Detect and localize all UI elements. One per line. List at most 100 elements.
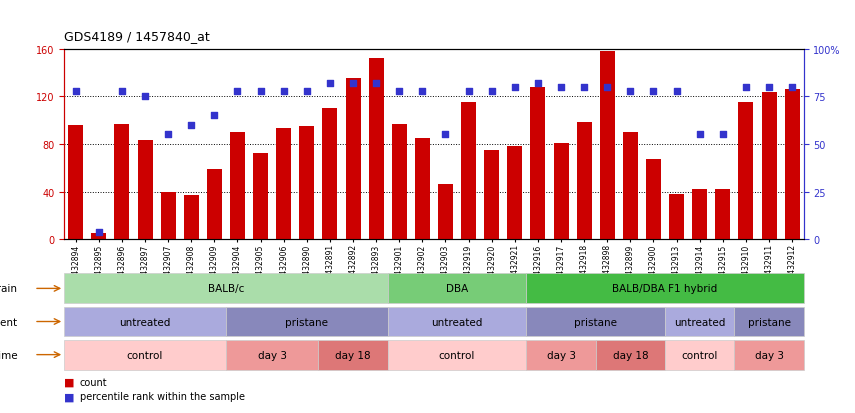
Text: BALB/c: BALB/c [208, 284, 244, 294]
Text: day 3: day 3 [754, 350, 783, 360]
Point [92, 229, 106, 235]
Point [693, 132, 706, 138]
Bar [693, 190, 707, 240]
Point [739, 84, 752, 91]
Point [254, 88, 268, 95]
Point [185, 122, 198, 129]
Bar [576, 123, 592, 240]
Point [416, 88, 429, 95]
Point [208, 113, 221, 119]
Text: pristane: pristane [286, 317, 328, 327]
Text: day 3: day 3 [546, 350, 575, 360]
Bar [276, 129, 292, 240]
Text: time: time [0, 350, 18, 360]
Bar [64, 307, 226, 337]
Bar [318, 340, 387, 370]
Text: count: count [80, 377, 107, 387]
Bar [345, 79, 361, 240]
Text: day 18: day 18 [335, 350, 371, 360]
Bar [646, 160, 661, 240]
Bar [461, 103, 476, 240]
Bar [665, 340, 734, 370]
Point [300, 88, 314, 95]
Text: pristane: pristane [575, 317, 617, 327]
Point [785, 84, 799, 91]
Text: ■: ■ [64, 377, 74, 387]
Text: GDS4189 / 1457840_at: GDS4189 / 1457840_at [64, 31, 209, 43]
Text: control: control [439, 350, 475, 360]
Text: pristane: pristane [747, 317, 791, 327]
Bar [716, 190, 730, 240]
Point [623, 88, 637, 95]
Text: day 18: day 18 [612, 350, 648, 360]
Bar [253, 154, 268, 240]
Point [69, 88, 83, 95]
Bar [322, 109, 338, 240]
Point [323, 81, 337, 87]
Point [669, 88, 683, 95]
Bar [599, 52, 615, 240]
Bar [669, 195, 684, 240]
Bar [184, 196, 198, 240]
Bar [553, 143, 569, 240]
Bar [596, 340, 665, 370]
Bar [527, 307, 665, 337]
Point [369, 81, 383, 87]
Bar [507, 147, 522, 240]
Bar [226, 340, 318, 370]
Bar [226, 307, 387, 337]
Bar [387, 307, 527, 337]
Bar [207, 169, 221, 240]
Bar [665, 307, 734, 337]
Point [162, 132, 175, 138]
Text: day 3: day 3 [257, 350, 286, 360]
Bar [387, 274, 527, 304]
Bar [369, 59, 384, 240]
Point [577, 84, 591, 91]
Bar [438, 185, 453, 240]
Text: ■: ■ [64, 392, 74, 401]
Text: strain: strain [0, 284, 18, 294]
Bar [739, 103, 753, 240]
Bar [299, 127, 315, 240]
Bar [64, 340, 226, 370]
Bar [64, 274, 387, 304]
Point [231, 88, 245, 95]
Bar [91, 234, 106, 240]
Bar [527, 274, 804, 304]
Bar [734, 307, 804, 337]
Point [346, 81, 360, 87]
Bar [230, 133, 245, 240]
Text: untreated: untreated [431, 317, 483, 327]
Point [531, 81, 545, 87]
Point [716, 132, 729, 138]
Bar [530, 88, 545, 240]
Bar [484, 150, 499, 240]
Point [508, 84, 522, 91]
Bar [392, 124, 407, 240]
Point [392, 88, 406, 95]
Point [115, 88, 129, 95]
Bar [387, 340, 527, 370]
Point [762, 84, 775, 91]
Bar [527, 340, 596, 370]
Point [554, 84, 568, 91]
Point [600, 84, 614, 91]
Text: untreated: untreated [120, 317, 171, 327]
Point [646, 88, 660, 95]
Bar [68, 126, 83, 240]
Text: agent: agent [0, 317, 18, 327]
Bar [115, 124, 129, 240]
Bar [734, 340, 804, 370]
Bar [161, 192, 175, 240]
Text: BALB/DBA F1 hybrid: BALB/DBA F1 hybrid [612, 284, 717, 294]
Bar [762, 93, 776, 240]
Point [439, 132, 452, 138]
Bar [415, 139, 430, 240]
Bar [785, 90, 799, 240]
Point [277, 88, 291, 95]
Text: DBA: DBA [446, 284, 469, 294]
Bar [622, 133, 638, 240]
Point [485, 88, 498, 95]
Point [139, 94, 152, 100]
